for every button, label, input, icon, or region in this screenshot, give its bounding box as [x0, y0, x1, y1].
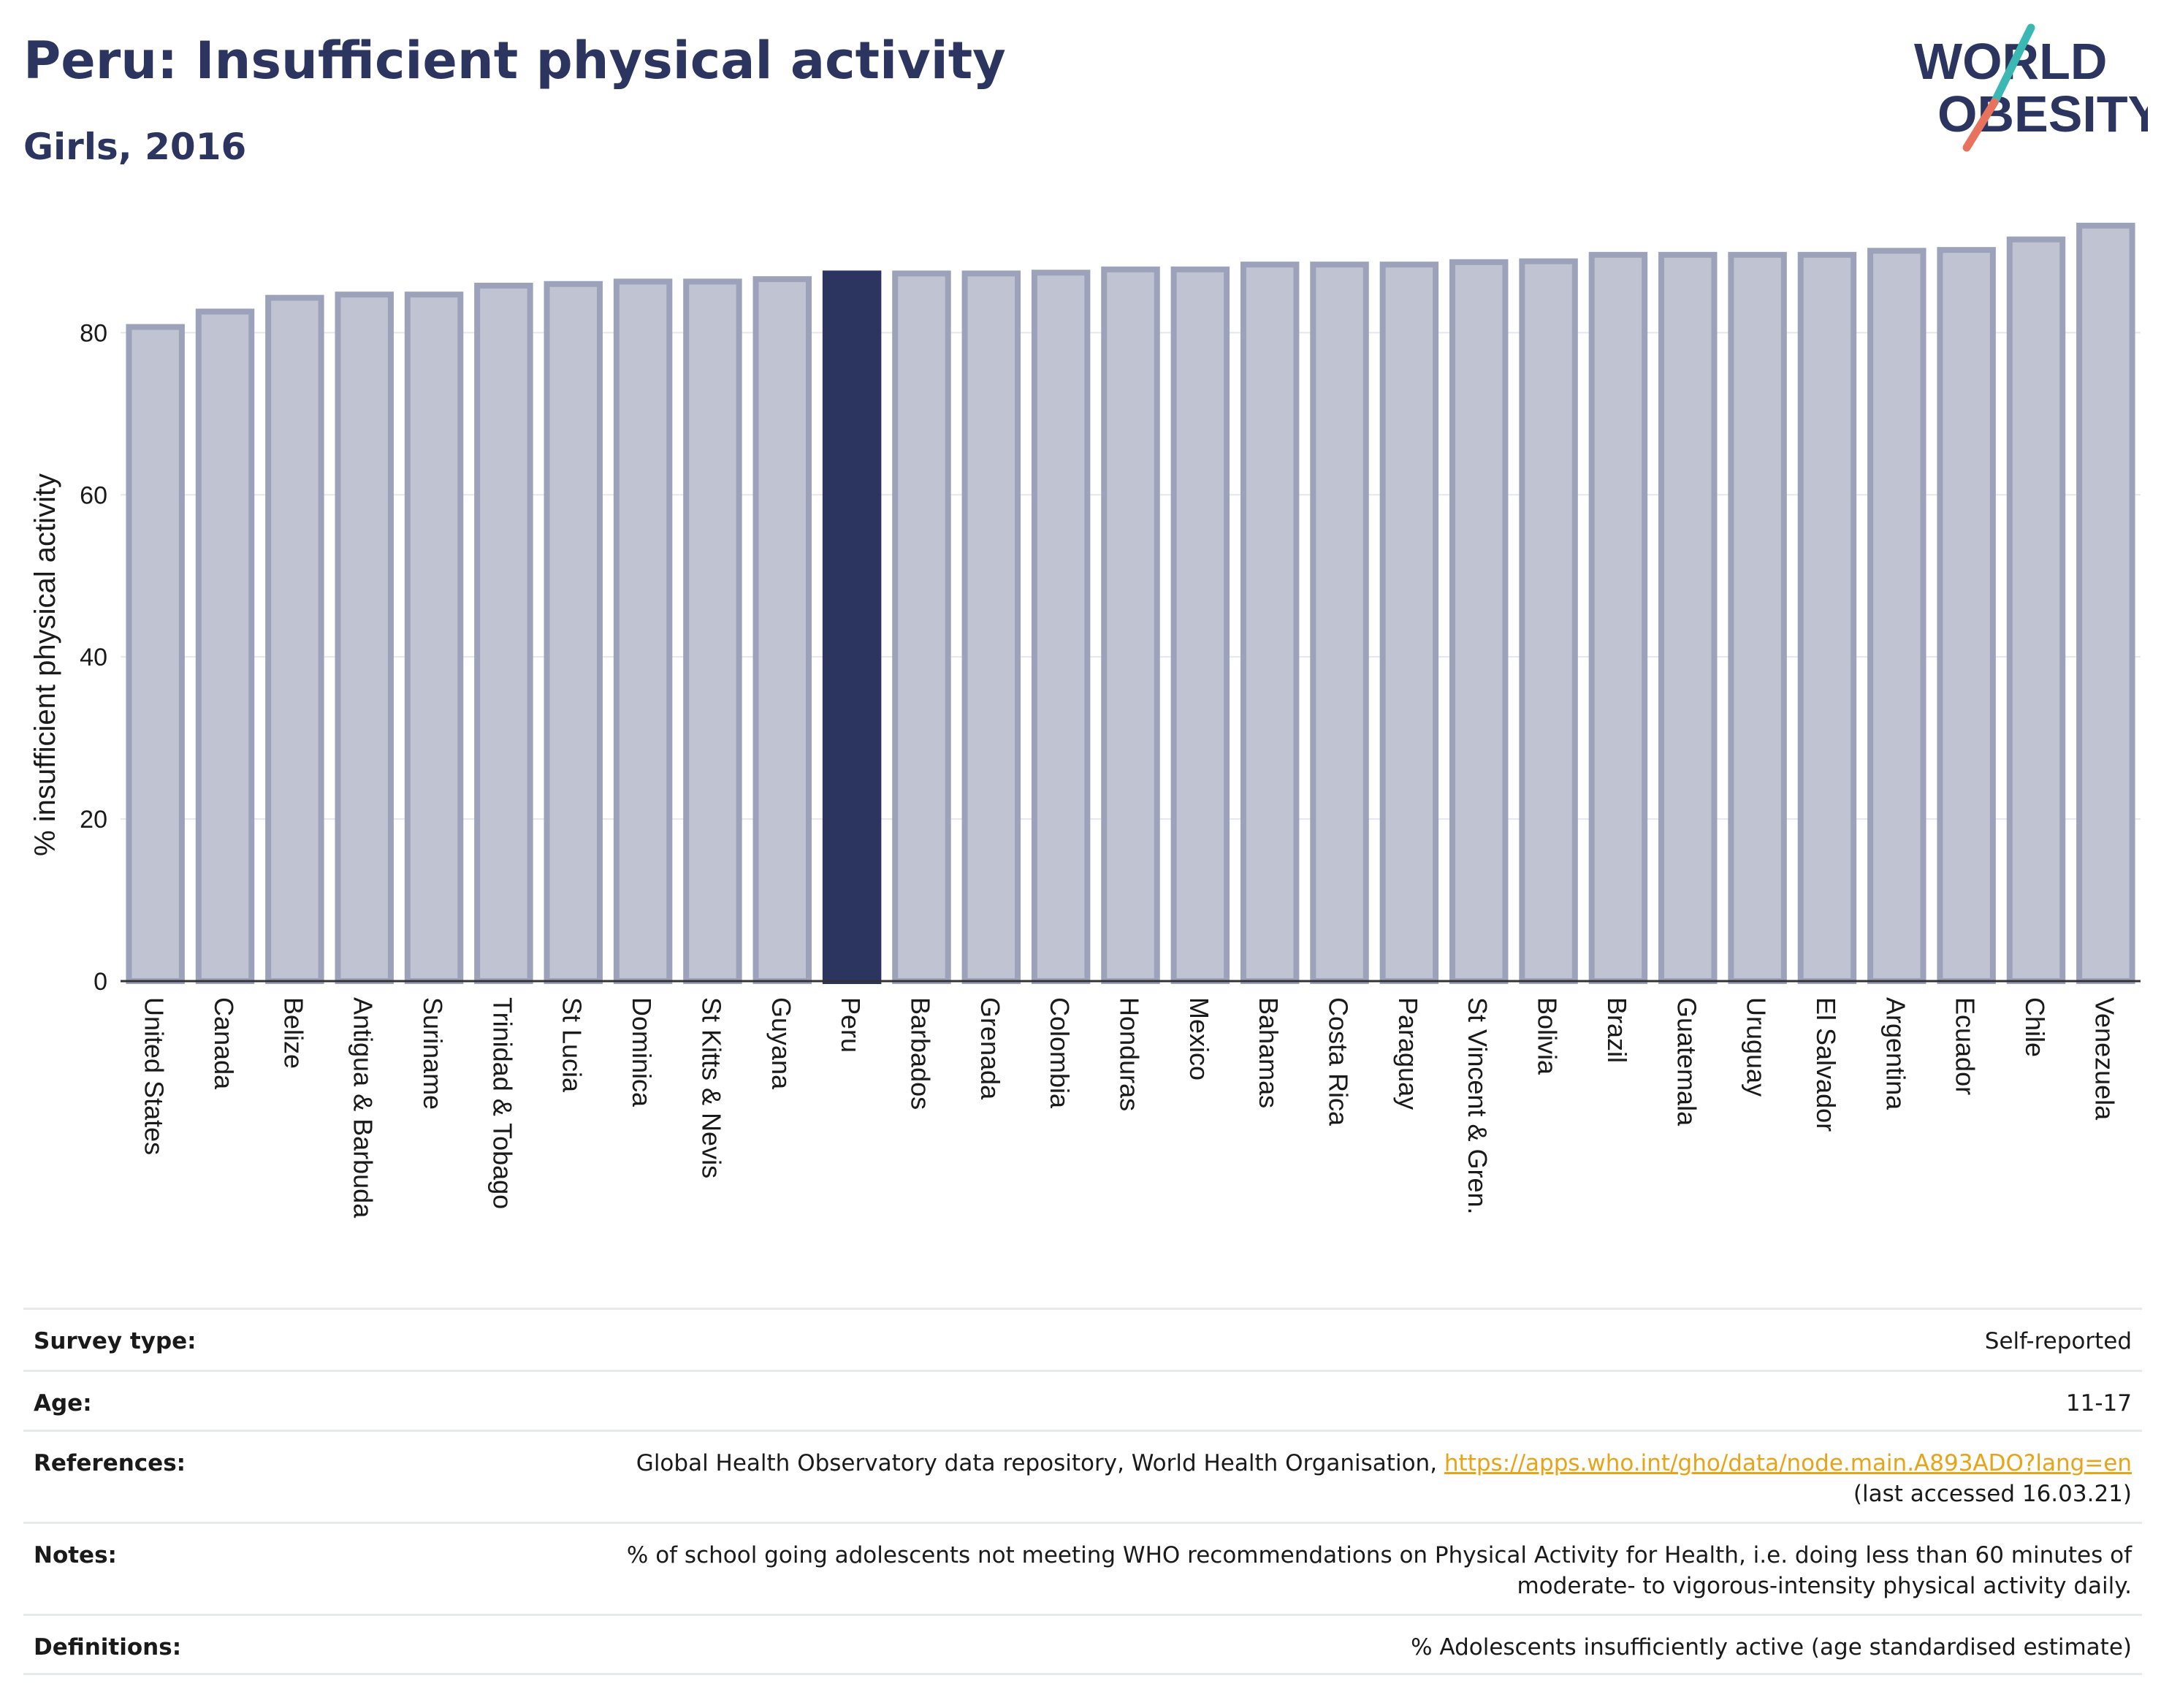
bar	[1937, 247, 1996, 984]
bar	[404, 291, 464, 984]
bar	[195, 308, 255, 984]
bar	[1031, 270, 1091, 984]
y-tick-label: 40	[80, 644, 107, 671]
x-tick-label: United States	[140, 997, 169, 1155]
y-tick-label: 80	[80, 319, 107, 347]
x-tick-label: Peru	[836, 997, 866, 1053]
references-value: Global Health Observatory data repositor…	[636, 1448, 2142, 1509]
survey-type-value: Self-reported	[1984, 1328, 2132, 1354]
y-axis-label: % insufficient physical activity	[29, 473, 61, 856]
bar-chart: 0 20 40 60 80 United States Canada Belize Antigu…	[29, 222, 2141, 1219]
world-obesity-logo: WORLD OBESITY	[1914, 23, 2148, 152]
x-tick-label: Suriname	[418, 997, 448, 1110]
info-row-notes: Notes: % of school going adolescents not…	[23, 1522, 2142, 1614]
x-tick-label: Venezuela	[2089, 997, 2119, 1121]
x-tick-label: Grenada	[975, 997, 1005, 1100]
bar	[1797, 251, 1857, 984]
x-tick-label: Paraguay	[1393, 997, 1423, 1110]
y-tick-label: 60	[80, 481, 107, 509]
y-tick-label: 20	[80, 806, 107, 834]
bar	[544, 281, 603, 985]
bar	[2076, 222, 2135, 984]
x-tick-label: Chile	[2020, 997, 2050, 1057]
axes: 0 20 40 60 80 United States Canada Belize Antigu…	[80, 319, 2141, 1219]
bar	[1449, 259, 1509, 984]
bar	[2006, 236, 2066, 984]
bars	[126, 222, 2135, 985]
page-subtitle: Girls, 2016	[23, 126, 247, 168]
definitions-value: % Adolescents insufficiently active (age…	[1411, 1634, 2132, 1661]
bar	[683, 278, 742, 984]
bar	[335, 291, 394, 984]
info-row-survey-type: Survey type: Self-reported	[23, 1308, 2142, 1370]
y-tick-label: 0	[94, 968, 107, 996]
info-row-definitions: Definitions: % Adolescents insufficientl…	[23, 1614, 2142, 1675]
notes-line2: moderate- to vigorous-intensity physical…	[1517, 1573, 2132, 1599]
bar	[1170, 266, 1230, 984]
page-title: Peru: Insufficient physical activity	[23, 31, 1006, 91]
bar	[1588, 251, 1648, 984]
bar	[1867, 248, 1926, 985]
bar	[1379, 262, 1439, 984]
x-tick-label: Belize	[278, 997, 308, 1069]
x-tick-label: Barbados	[905, 997, 935, 1110]
logo-slash-teal	[1990, 23, 2035, 107]
references-label: References:	[34, 1450, 186, 1476]
x-tick-label: El Salvador	[1811, 997, 1841, 1132]
bar	[1519, 258, 1578, 984]
bar	[126, 324, 185, 984]
info-table: Survey type: Self-reported Age: 11-17 Re…	[23, 1308, 2142, 1675]
x-tick-label: St Kitts & Nevis	[696, 997, 726, 1178]
references-text: Global Health Observatory data repositor…	[636, 1450, 1444, 1476]
logo-slash-coral	[1962, 98, 1999, 152]
survey-type-label: Survey type:	[34, 1328, 197, 1354]
x-tick-label: Brazil	[1602, 997, 1632, 1063]
bar	[1101, 266, 1160, 984]
info-row-references: References: Global Health Observatory da…	[23, 1430, 2142, 1522]
age-value: 11-17	[2065, 1390, 2132, 1417]
info-row-age: Age: 11-17	[23, 1370, 2142, 1430]
x-tick-label: Antigua & Barbuda	[348, 997, 378, 1219]
bar	[265, 294, 324, 984]
notes-label: Notes:	[34, 1542, 117, 1568]
x-tick-label: Bahamas	[1254, 997, 1284, 1108]
x-tick-label: St Vincent & Gren.	[1463, 997, 1493, 1215]
bar	[1658, 251, 1718, 984]
x-tick-label: Canada	[209, 997, 239, 1090]
bar	[752, 276, 812, 984]
references-accessed: (last accessed 16.03.21)	[1853, 1481, 2132, 1507]
bar	[961, 270, 1021, 984]
definitions-label: Definitions:	[34, 1634, 182, 1661]
x-tick-label: Guyana	[766, 997, 796, 1090]
x-tick-label: Mexico	[1184, 997, 1214, 1080]
bar	[892, 270, 951, 984]
bar	[474, 282, 533, 984]
references-link[interactable]: https://apps.who.int/gho/data/node.main.…	[1444, 1450, 2132, 1476]
x-tick-label: Ecuador	[1951, 997, 1981, 1095]
bar	[1728, 251, 1787, 984]
bar	[613, 278, 673, 984]
bar	[1240, 262, 1300, 984]
x-tick-label: Argentina	[1880, 997, 1910, 1110]
x-tick-label: Colombia	[1045, 997, 1075, 1109]
x-tick-label: Uruguay	[1742, 997, 1772, 1097]
age-label: Age:	[34, 1390, 92, 1417]
x-tick-label: Trinidad & Tobago	[487, 997, 517, 1209]
x-tick-label: Dominica	[627, 997, 657, 1107]
x-tick-label: St Lucia	[557, 997, 587, 1093]
x-tick-label: Bolivia	[1533, 997, 1563, 1075]
x-tick-label: Honduras	[1115, 997, 1145, 1111]
notes-line1: % of school going adolescents not meetin…	[626, 1542, 2132, 1568]
bar	[1310, 262, 1369, 984]
notes-value: % of school going adolescents not meetin…	[627, 1540, 2142, 1601]
x-tick-label: Costa Rica	[1324, 997, 1354, 1126]
bar-highlight	[822, 270, 882, 984]
x-tick-label: Guatemala	[1672, 997, 1701, 1126]
